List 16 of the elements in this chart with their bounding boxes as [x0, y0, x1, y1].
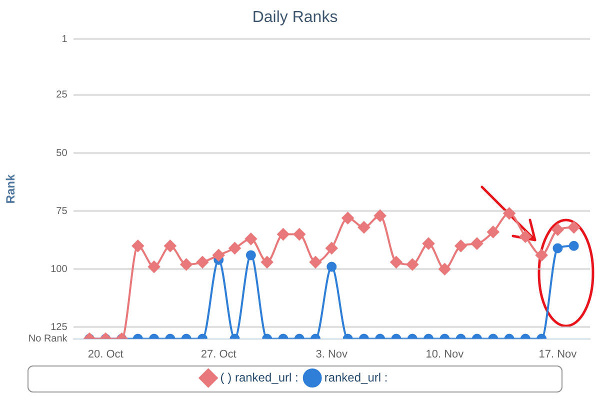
x-tick-label: 27. Oct [200, 348, 236, 360]
y-axis-title: Rank [4, 174, 18, 204]
x-tick-label: 10. Nov [426, 348, 464, 360]
x-tick-label: 3. Nov [316, 348, 348, 360]
x-tick-label: 20. Oct [88, 348, 124, 360]
y-tick-label: 1 [62, 34, 68, 45]
chart-title: Daily Ranks [252, 9, 338, 26]
y-tick-label: 125 [50, 322, 68, 333]
y-tick-label: 25 [56, 90, 68, 101]
y-tick-label: 75 [56, 206, 68, 217]
y-tick-label: 100 [50, 264, 68, 275]
x-tick-label: 17. Nov [538, 348, 578, 360]
legend-label: ( ) ranked_url : [220, 370, 298, 384]
legend-label: ranked_url : [324, 370, 388, 384]
y-tick-label: 50 [56, 148, 68, 159]
y-tick-label: No Rank [28, 334, 68, 345]
